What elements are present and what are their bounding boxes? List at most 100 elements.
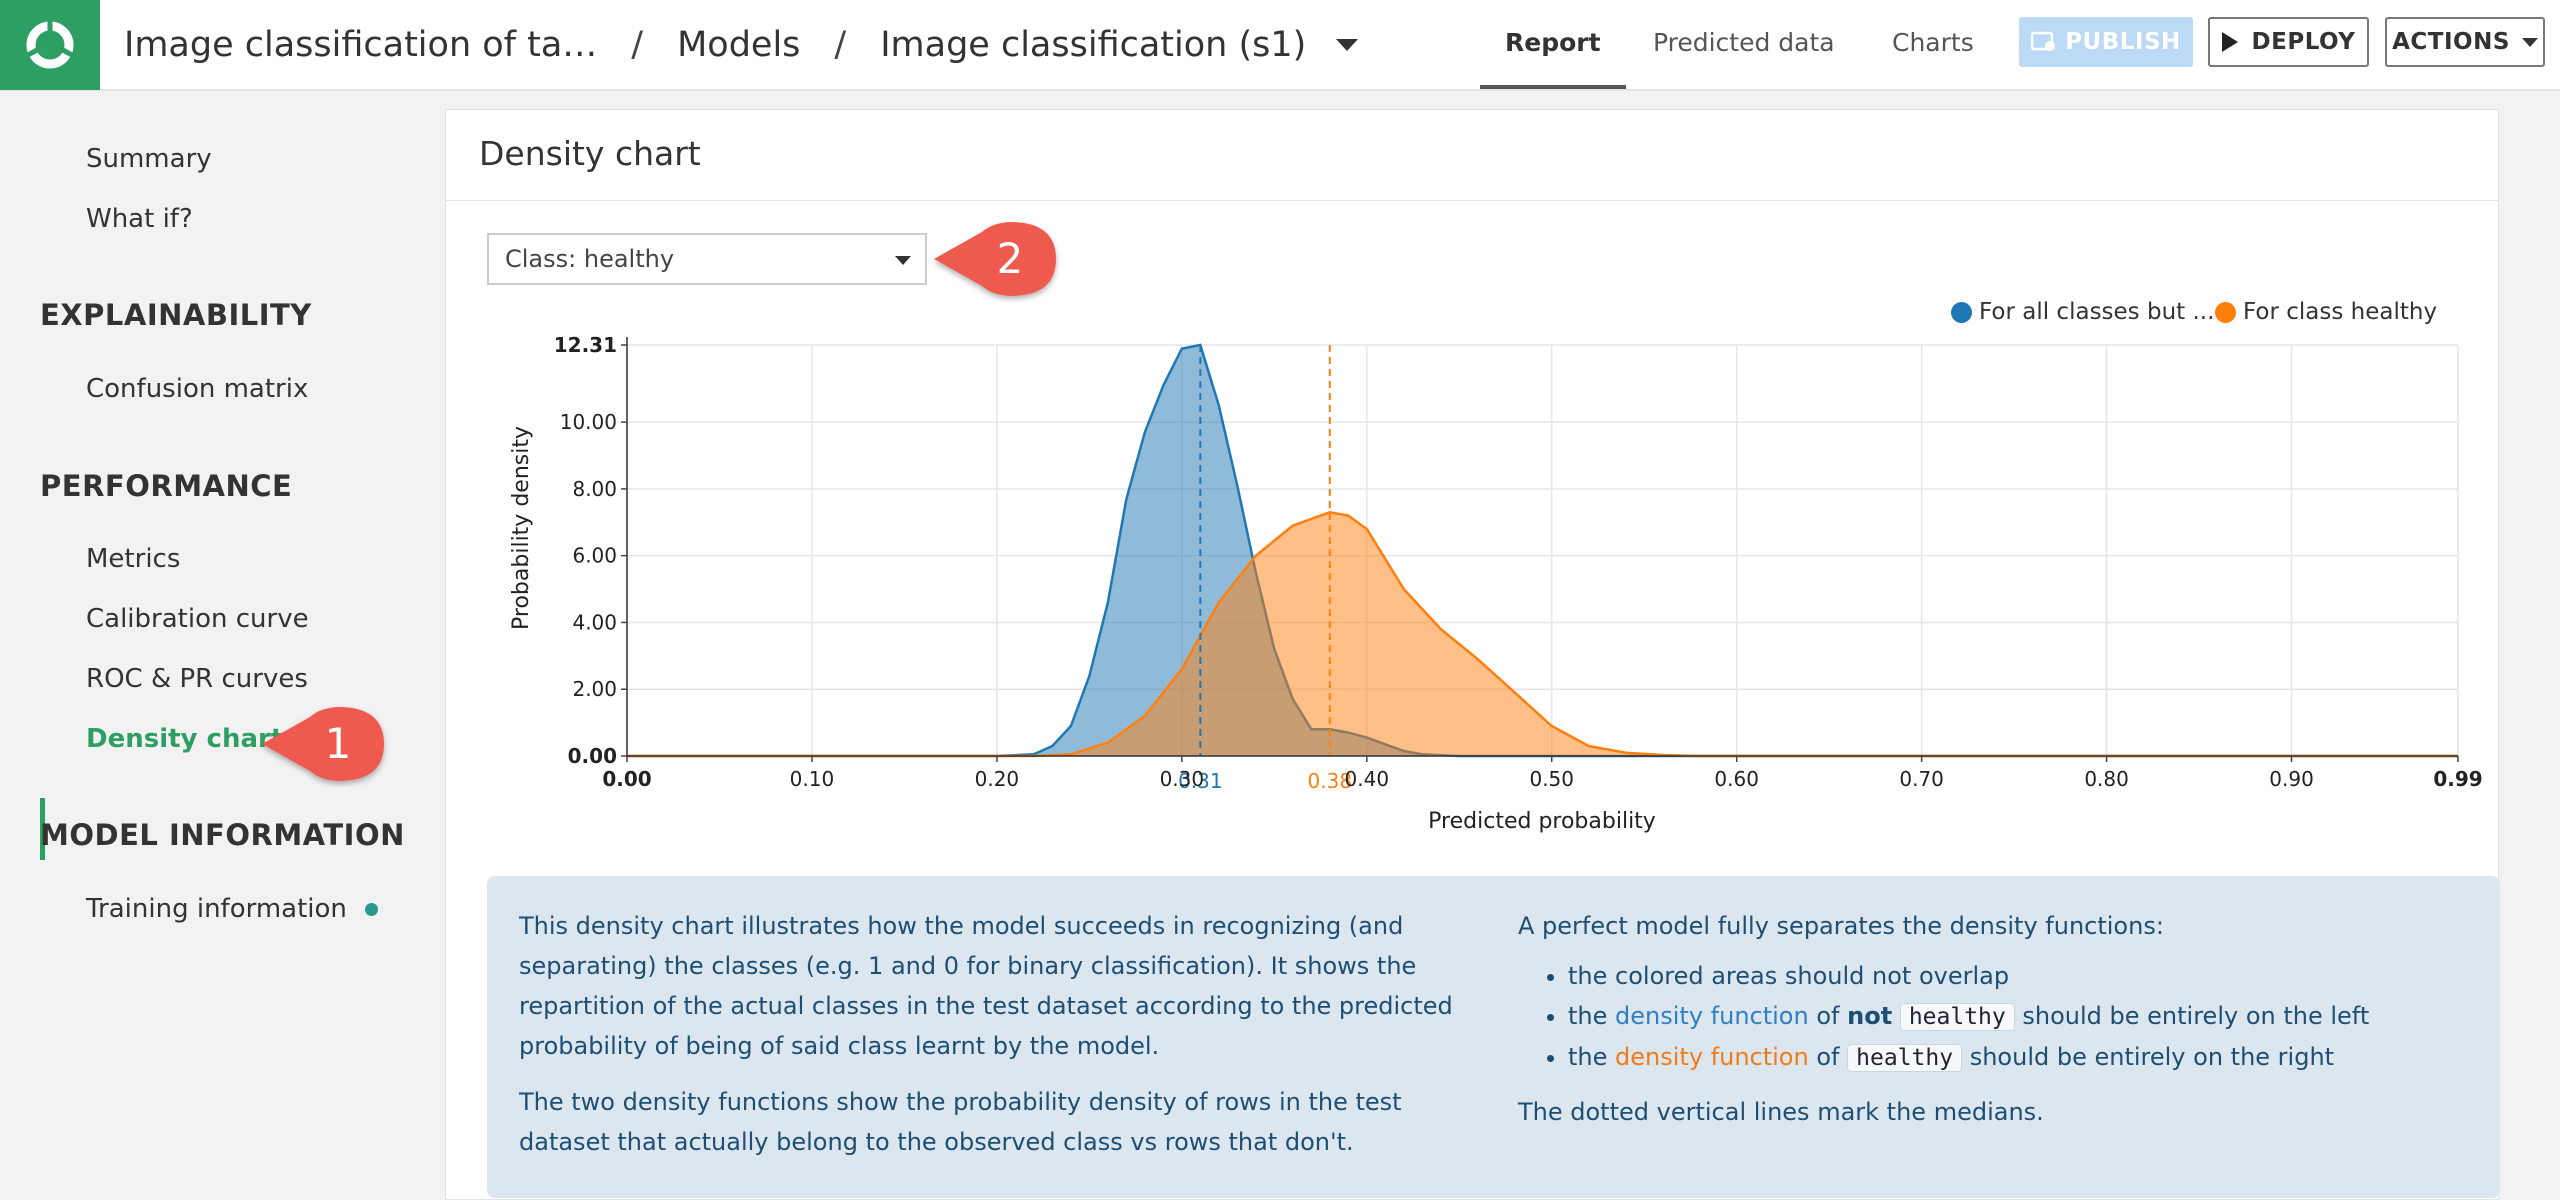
series-line-1 — [627, 343, 2458, 758]
text: of — [1816, 1002, 1840, 1030]
info-box: This density chart illustrates how the m… — [487, 876, 2500, 1198]
x-tick-label: 0.60 — [1714, 767, 1759, 791]
sidebar-item-roc-pr-curves[interactable]: ROC & PR curves — [86, 664, 308, 694]
callout-badge-1: 1 — [262, 707, 384, 781]
panel-title: Density chart — [479, 134, 701, 173]
y-axis-label: Probability density — [509, 426, 534, 630]
y-tick-label: 8.00 — [572, 477, 617, 501]
callout-number: 1 — [325, 719, 352, 768]
tab-report[interactable]: Report — [1480, 0, 1626, 89]
chevron-down-icon — [895, 256, 911, 265]
text: should be entirely on the left — [2022, 1002, 2370, 1030]
legend-item-healthy[interactable]: For class healthy — [2215, 299, 2437, 325]
sidebar-item-metrics[interactable]: Metrics — [86, 544, 181, 574]
chevron-down-icon[interactable] — [1336, 38, 1359, 51]
x-tick-label: 0.90 — [2269, 767, 2314, 791]
breadcrumb: Image classification of ta… / Models / I… — [124, 0, 1359, 89]
deploy-label: DEPLOY — [2251, 29, 2356, 55]
class-code: healthy — [1847, 1044, 1963, 1072]
criteria-list: the colored areas should not overlap the… — [1518, 956, 2478, 1078]
density-function-link-blue[interactable]: density function — [1615, 1002, 1809, 1030]
sidebar: Summary What if? EXPLAINABILITY Confusio… — [0, 91, 445, 1198]
breadcrumb-models[interactable]: Models — [677, 24, 801, 65]
info-left-column: This density chart illustrates how the m… — [519, 906, 1469, 1178]
sidebar-item-training-information[interactable]: Training information — [86, 894, 378, 924]
x-tick-label: 0.30 — [1160, 767, 1205, 791]
x-tick-label: 0.00 — [602, 767, 651, 791]
info-right-column: A perfect model fully separates the dens… — [1518, 906, 2478, 1148]
x-axis-label: Predicted probability — [1428, 809, 1656, 834]
section-title-performance: PERFORMANCE — [40, 469, 293, 503]
tab-charts[interactable]: Charts — [1892, 28, 1974, 57]
breadcrumb-separator: / — [834, 24, 847, 65]
callout-number: 2 — [997, 234, 1024, 283]
legend-swatch-blue — [1951, 301, 1972, 323]
sidebar-item-what-if[interactable]: What if? — [86, 204, 193, 234]
breadcrumb-separator: / — [631, 24, 644, 65]
actions-label: ACTIONS — [2392, 29, 2510, 55]
actions-button[interactable]: ACTIONS — [2385, 17, 2545, 67]
info-paragraph: This density chart illustrates how the m… — [519, 912, 1453, 1060]
info-paragraph: The dotted vertical lines mark the media… — [1518, 1098, 2044, 1126]
list-item: the density function of not healthy shou… — [1568, 996, 2478, 1037]
sidebar-item-confusion-matrix[interactable]: Confusion matrix — [86, 374, 309, 404]
sidebar-item-calibration-curve[interactable]: Calibration curve — [86, 604, 309, 634]
x-tick-label: 0.40 — [1345, 767, 1390, 791]
x-tick-label: 0.20 — [975, 767, 1020, 791]
legend-label: For class healthy — [2243, 299, 2438, 325]
legend-label: For all classes but ... — [1979, 299, 2215, 325]
play-icon — [2221, 32, 2238, 52]
x-tick-label: 0.10 — [790, 767, 835, 791]
y-tick-label: 2.00 — [572, 677, 617, 701]
sidebar-item-density-chart[interactable]: Density chart — [86, 724, 284, 754]
panel-header: Density chart — [446, 110, 2498, 201]
x-tick-label: 0.80 — [2084, 767, 2129, 791]
density-function-link-orange[interactable]: density function — [1615, 1043, 1809, 1071]
section-title-model-information: MODEL INFORMATION — [40, 818, 405, 852]
text: of — [1816, 1043, 1840, 1071]
section-title-explainability: EXPLAINABILITY — [40, 298, 312, 332]
y-tick-label: 10.00 — [560, 410, 617, 434]
x-tick-label: 0.70 — [1899, 767, 1944, 791]
info-paragraph: The two density functions show the proba… — [519, 1088, 1402, 1156]
tab-predicted-data[interactable]: Predicted data — [1653, 28, 1835, 57]
x-tick-label: 0.99 — [2433, 767, 2482, 791]
y-tick-label: 0.00 — [568, 744, 617, 768]
list-item: the colored areas should not overlap — [1568, 956, 2478, 996]
app-logo-icon[interactable] — [0, 0, 100, 90]
legend-item-other-classes[interactable]: For all classes but ... — [1951, 299, 2214, 325]
density-chart: 0.31 0.38 0.00 0.10 0.20 0.30 0.40 0.50 0.60 0.7… — [509, 333, 2483, 834]
chevron-down-icon — [2521, 37, 2538, 47]
breadcrumb-project[interactable]: Image classification of ta… — [124, 24, 598, 65]
top-bar: Image classification of ta… / Models / I… — [0, 0, 2560, 91]
info-paragraph: A perfect model fully separates the dens… — [1518, 912, 2164, 940]
sidebar-item-summary[interactable]: Summary — [86, 144, 212, 174]
series-line-2 — [627, 511, 2458, 758]
text: the — [1568, 1002, 1608, 1030]
text: the — [1568, 1043, 1608, 1071]
dashboard-icon — [2031, 31, 2056, 51]
y-tick-label: 12.31 — [554, 333, 617, 357]
y-tick-label: 6.00 — [572, 544, 617, 568]
series-area-1 — [627, 345, 2458, 756]
legend-swatch-orange — [2215, 301, 2236, 323]
class-code: healthy — [1899, 1003, 2015, 1031]
class-select[interactable]: Class: healthy — [487, 233, 927, 285]
class-select-value: Class: healthy — [505, 245, 675, 273]
status-dot — [364, 903, 378, 916]
breadcrumb-model[interactable]: Image classification (s1) — [880, 24, 1307, 65]
median-label-1: 0.31 — [1178, 769, 1223, 793]
sidebar-item-label: Training information — [86, 894, 347, 924]
text-bold: not — [1847, 1002, 1893, 1030]
active-indicator — [40, 798, 45, 860]
y-tick-label: 4.00 — [572, 610, 617, 634]
publish-button[interactable]: PUBLISH — [2019, 17, 2193, 67]
deploy-button[interactable]: DEPLOY — [2208, 17, 2369, 67]
list-item: the density function of healthy should b… — [1568, 1037, 2478, 1078]
callout-badge-2: 2 — [934, 222, 1056, 296]
x-tick-label: 0.50 — [1529, 767, 1574, 791]
text: should be entirely on the right — [1969, 1043, 2335, 1071]
series-area-2 — [627, 512, 2458, 756]
publish-label: PUBLISH — [2065, 29, 2181, 55]
median-label-2: 0.38 — [1308, 769, 1353, 793]
